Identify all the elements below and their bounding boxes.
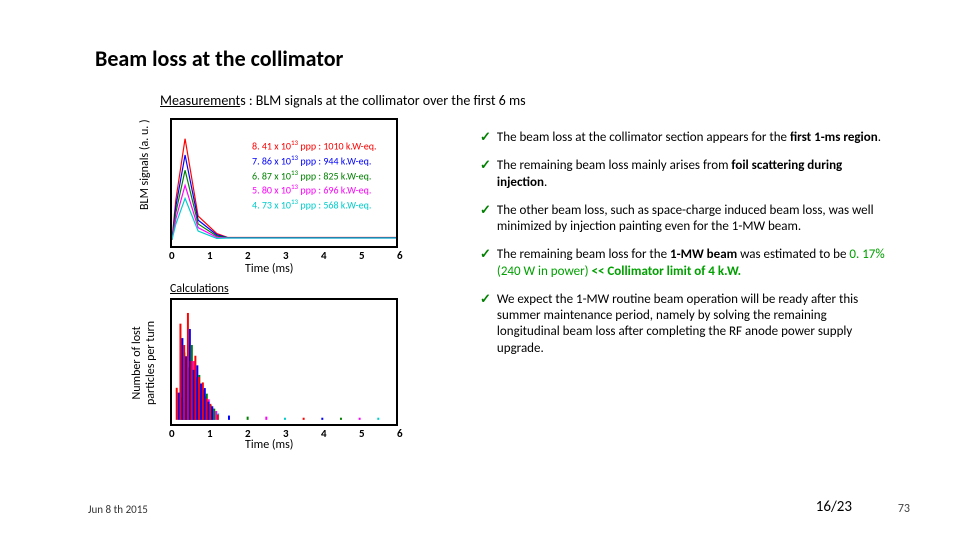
x-tick: 4 — [321, 427, 327, 440]
bullet-text: The beam loss at the collimator section … — [497, 130, 881, 146]
x-tick: 2 — [245, 249, 251, 262]
bullet-text: The remaining beam loss mainly arises fr… — [497, 158, 890, 191]
chart2-plot-area — [172, 300, 396, 426]
page-number: 16/23 — [816, 498, 852, 516]
slide-id: 73 — [898, 502, 910, 516]
x-tick: 0 — [169, 427, 175, 440]
bullet-item: ✓ The beam loss at the collimator section… — [480, 130, 890, 146]
footer-date: Jun 8 th 2015 — [88, 503, 148, 516]
legend-row: 8. 41 x 1013 ppp : 1010 k.W-eq. — [252, 138, 377, 153]
lost-particles-chart: 0123456 — [170, 298, 398, 426]
chart1-ylabel: BLM signals (a. u. ) — [138, 119, 152, 210]
bullet-item: ✓The remaining beam loss for the 1-MW be… — [480, 247, 890, 280]
bullet-item: ✓The remaining beam loss mainly arises f… — [480, 158, 890, 191]
legend-row: 7. 86 x 1013 ppp : 944 k.W-eq. — [252, 153, 377, 168]
checkmark-icon: ✓ — [480, 158, 491, 191]
bullet-text: We expect the 1-MW routine beam operatio… — [497, 292, 890, 357]
x-tick: 3 — [283, 249, 289, 262]
x-tick: 6 — [397, 249, 403, 262]
x-tick: 4 — [321, 249, 327, 262]
bullet-list: ✓ The beam loss at the collimator section… — [480, 130, 890, 369]
chart1-xlabel: Time (ms) — [245, 262, 293, 276]
x-tick: 1 — [207, 249, 213, 262]
checkmark-icon: ✓ — [480, 203, 491, 236]
page-title: Beam loss at the collimator — [95, 45, 343, 72]
bullet-text: The other beam loss, such as space-charg… — [497, 203, 890, 236]
chart1-legend: 8. 41 x 1013 ppp : 1010 k.W-eq.7. 86 x 1… — [252, 138, 377, 212]
bullet-text: The remaining beam loss for the 1-MW bea… — [497, 247, 890, 280]
calculations-label: Calculations — [170, 282, 229, 296]
checkmark-icon: ✓ — [480, 130, 491, 146]
subtitle-rest: s : BLM signals at the collimator over t… — [240, 92, 525, 109]
x-tick: 5 — [359, 249, 365, 262]
checkmark-icon: ✓ — [480, 292, 491, 357]
chart2-xlabel: Time (ms) — [245, 438, 293, 452]
x-tick: 0 — [169, 249, 175, 262]
legend-row: 6. 87 x 1013 ppp : 825 k.W-eq. — [252, 168, 377, 183]
legend-row: 4. 73 x 1013 ppp : 568 k.W-eq. — [252, 197, 377, 212]
x-tick: 1 — [207, 427, 213, 440]
x-tick: 6 — [397, 427, 403, 440]
legend-row: 5. 80 x 1013 ppp : 696 k.W-eq. — [252, 182, 377, 197]
measurements-subtitle: Measurements : BLM signals at the collim… — [160, 92, 526, 109]
bullet-item: ✓We expect the 1-MW routine beam operati… — [480, 292, 890, 357]
checkmark-icon: ✓ — [480, 247, 491, 280]
bullet-item: ✓The other beam loss, such as space-char… — [480, 203, 890, 236]
subtitle-underlined: Measurement — [160, 92, 240, 109]
chart2-ylabel: Number of lost particles per turn — [130, 321, 158, 405]
x-tick: 5 — [359, 427, 365, 440]
